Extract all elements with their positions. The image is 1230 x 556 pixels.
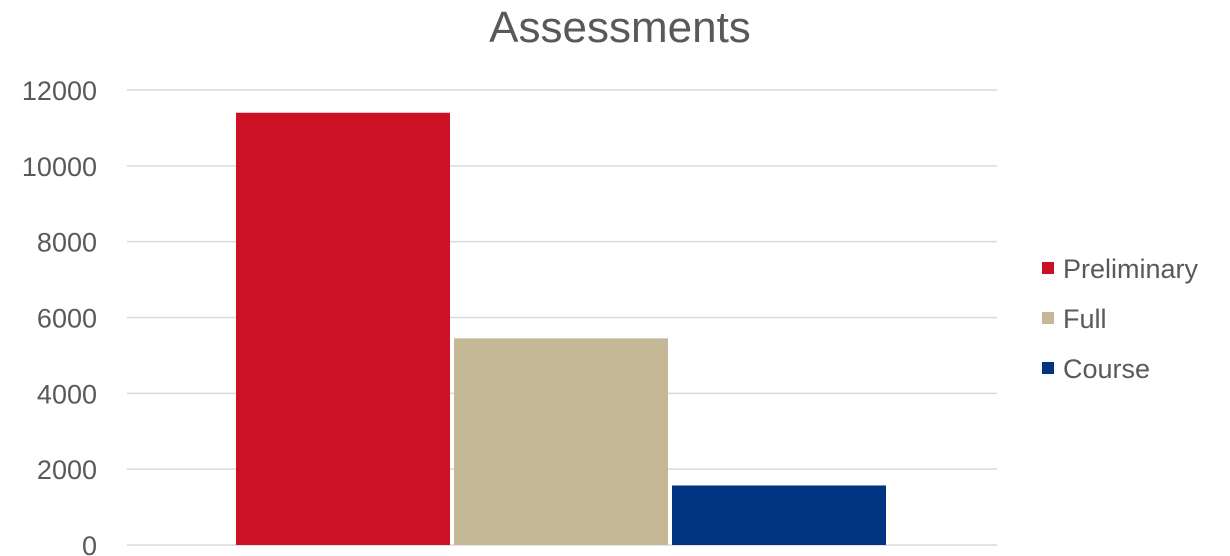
y-tick-label: 10000 xyxy=(22,152,97,182)
bar-course xyxy=(672,485,886,545)
y-tick-label: 12000 xyxy=(22,76,97,106)
legend-swatch-full xyxy=(1042,312,1054,324)
bars xyxy=(236,112,886,545)
chart-title: Assessments xyxy=(489,3,751,52)
bar-full xyxy=(454,338,668,545)
legend-label-full: Full xyxy=(1063,304,1107,334)
y-tick-label: 0 xyxy=(82,531,97,556)
y-tick-label: 8000 xyxy=(37,228,97,258)
y-tick-label: 6000 xyxy=(37,304,97,334)
legend: Preliminary Full Course xyxy=(1042,254,1199,384)
legend-label-course: Course xyxy=(1063,354,1150,384)
y-tick-label: 2000 xyxy=(37,455,97,485)
bar-preliminary xyxy=(236,112,450,545)
y-axis-ticks: 0 2000 4000 6000 8000 10000 12000 xyxy=(22,76,97,556)
legend-swatch-course xyxy=(1042,362,1054,374)
legend-swatch-preliminary xyxy=(1042,262,1054,274)
y-tick-label: 4000 xyxy=(37,379,97,409)
legend-label-preliminary: Preliminary xyxy=(1063,254,1199,284)
